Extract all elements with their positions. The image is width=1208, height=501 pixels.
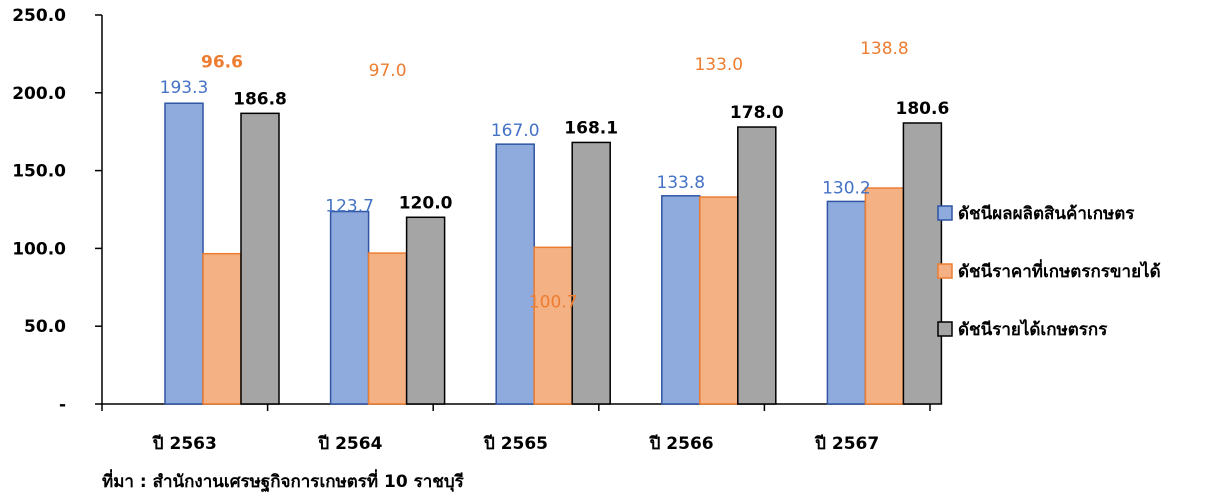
legend-label: ดัชนีรายได้เกษตรกร [958, 319, 1108, 340]
data-label: 167.0 [491, 121, 540, 141]
legend-label: ดัชนีผลผลิตสินค้าเกษตร [958, 203, 1135, 224]
data-label: 180.6 [896, 99, 950, 119]
bar [164, 102, 204, 405]
data-label: 168.1 [564, 118, 618, 138]
data-label: 130.2 [822, 178, 871, 198]
data-label: 133.8 [656, 173, 705, 193]
bar [367, 252, 408, 405]
legend-swatch [937, 263, 953, 279]
data-label: 123.7 [325, 197, 374, 217]
bar [329, 210, 370, 405]
y-axis: - 50.0 100.0 150.0 200.0 250.0 [12, 6, 103, 415]
x-tick-label: ปี 2563 [152, 433, 217, 454]
data-label: 96.6 [201, 53, 243, 73]
bar-series [164, 102, 943, 405]
bar [405, 216, 446, 405]
y-tick-label: 100.0 [12, 239, 66, 259]
x-tick-label: ปี 2567 [814, 433, 879, 454]
data-label: 186.8 [233, 89, 287, 109]
bar [699, 196, 739, 405]
bar [202, 252, 242, 405]
data-label: 97.0 [369, 61, 407, 81]
data-label: 138.8 [860, 39, 909, 59]
bar [864, 187, 905, 405]
data-label: 100.7 [529, 292, 578, 312]
y-tick-label: 250.0 [12, 6, 66, 26]
bar [571, 141, 611, 405]
x-tick-label: ปี 2566 [649, 433, 714, 454]
legend-swatch [937, 205, 953, 221]
bar [826, 200, 867, 405]
source-note: ที่มา : สำนักงานเศรษฐกิจการเกษตรที่ 10 ร… [102, 472, 464, 492]
y-tick-label: 50.0 [24, 317, 66, 337]
bar [495, 143, 535, 405]
bar [661, 195, 701, 405]
data-label: 178.0 [730, 103, 784, 123]
legend-label: ดัชนีราคาที่เกษตรกรขายได้ [958, 259, 1161, 282]
y-tick-label: - [59, 395, 66, 415]
x-tick-label: ปี 2565 [483, 433, 548, 454]
x-axis: ปี 2563 ปี 2564 ปี 2565 ปี 2566 ปี 2567 [101, 403, 931, 454]
data-label: 193.3 [160, 78, 209, 98]
y-tick-label: 200.0 [12, 84, 66, 104]
y-tick-label: 150.0 [12, 162, 66, 182]
x-tick-label: ปี 2564 [318, 433, 383, 454]
bar [902, 122, 943, 405]
legend: ดัชนีผลผลิตสินค้าเกษตรดัชนีราคาที่เกษตรก… [937, 203, 1161, 340]
legend-swatch [937, 321, 953, 337]
bar [737, 126, 777, 405]
bar [533, 246, 573, 405]
bar [240, 112, 280, 405]
data-labels: 193.3 123.7 167.0 133.8 130.2 96.6 97.0 100.7 13… [160, 39, 950, 312]
data-label: 133.0 [694, 55, 743, 75]
data-label: 120.0 [399, 193, 453, 213]
